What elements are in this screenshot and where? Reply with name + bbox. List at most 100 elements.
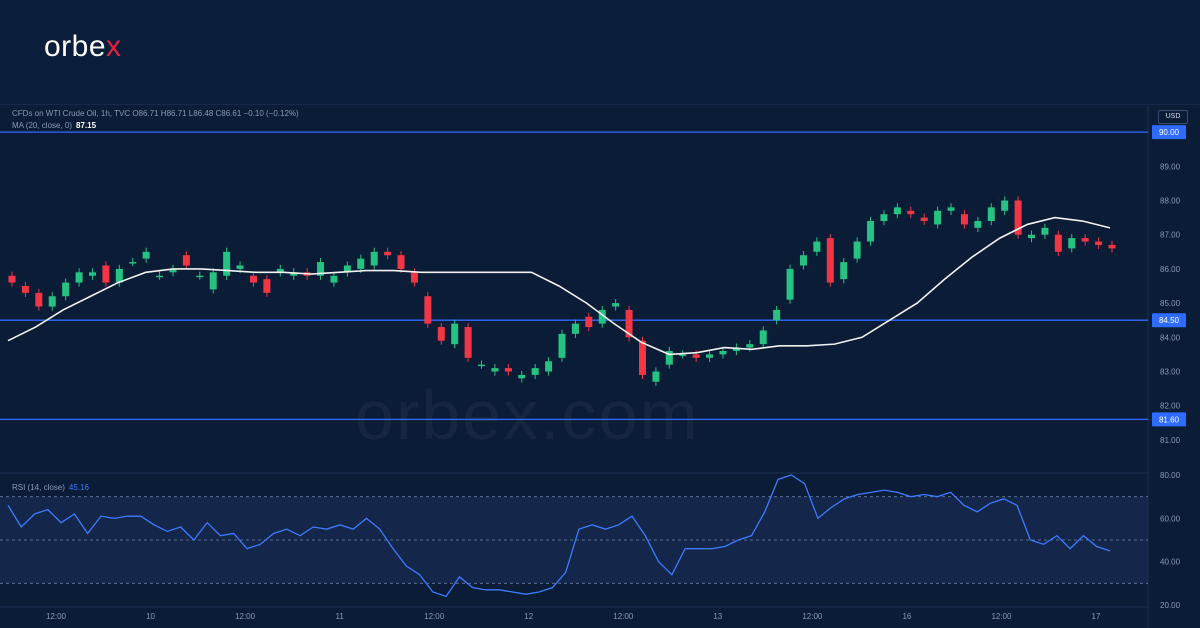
candle-body xyxy=(1095,241,1103,245)
candle-body xyxy=(1028,234,1036,239)
price-tick-label: 83.00 xyxy=(1160,368,1181,377)
watermark: orbex.com xyxy=(355,375,700,455)
candle-body xyxy=(129,262,137,264)
candle-body xyxy=(357,258,365,269)
time-tick-label: 16 xyxy=(902,612,911,621)
candle-body xyxy=(652,371,660,382)
rsi-tick-label: 80.00 xyxy=(1160,471,1181,480)
candle-body xyxy=(478,364,486,367)
candle-body xyxy=(719,350,727,355)
candle-body xyxy=(867,221,875,242)
candle-body xyxy=(424,296,432,324)
time-tick-label: 12:00 xyxy=(802,612,823,621)
price-chart[interactable]: 81.00 82.00 83.00 84.00 85.00 86.00 87.00 88.00… xyxy=(0,105,1200,628)
time-tick-label: 12:00 xyxy=(235,612,256,621)
candle-body xyxy=(1108,244,1116,249)
price-tick-label: 88.00 xyxy=(1160,197,1181,206)
level-tag xyxy=(1152,313,1186,328)
candle-body xyxy=(115,268,123,283)
candle-body xyxy=(598,309,606,324)
candle-body xyxy=(102,265,110,283)
candle-body xyxy=(209,272,217,290)
candle-body xyxy=(75,272,83,283)
candle-body xyxy=(1081,238,1089,242)
candle-body xyxy=(907,210,915,215)
candle-body xyxy=(35,292,43,307)
candle-body xyxy=(21,286,29,293)
time-tick-label: 12:00 xyxy=(613,612,634,621)
candle-body xyxy=(558,333,566,358)
ma-legend: MA (20, close, 0) 87.15 xyxy=(12,121,97,130)
candle-body xyxy=(276,268,284,273)
candle-body xyxy=(692,354,700,358)
candle-body xyxy=(960,214,968,225)
level-tag-label: 81.60 xyxy=(1159,415,1180,424)
candle-body xyxy=(545,361,553,372)
candle-body xyxy=(625,309,633,338)
candle-body xyxy=(169,268,177,273)
price-tick-label: 82.00 xyxy=(1160,402,1181,411)
currency-badge[interactable]: USD xyxy=(1158,110,1188,124)
candle-body xyxy=(813,241,821,252)
candle-body xyxy=(585,316,593,328)
candle-body xyxy=(934,210,942,225)
candle-body xyxy=(665,350,673,365)
candle-body xyxy=(786,268,794,300)
candle-body xyxy=(920,217,928,222)
candle-body xyxy=(236,265,244,269)
candle-body xyxy=(1014,200,1022,235)
candle-body xyxy=(1054,234,1062,252)
time-tick-label: 10 xyxy=(146,612,155,621)
time-tick-label: 12:00 xyxy=(991,612,1012,621)
rsi-tick-label: 60.00 xyxy=(1160,514,1181,523)
level-tag xyxy=(1152,125,1186,140)
time-tick-label: 17 xyxy=(1092,612,1101,621)
candle-body xyxy=(370,251,378,266)
candle-body xyxy=(263,279,271,293)
time-tick-label: 12:00 xyxy=(424,612,445,621)
rsi-legend: RSI (14, close) 45.16 xyxy=(12,483,89,492)
rsi-band-fill xyxy=(0,496,1148,584)
candle-body xyxy=(612,303,620,307)
level-tag xyxy=(1152,412,1186,427)
candle-body xyxy=(8,275,16,283)
candle-body xyxy=(826,238,834,283)
candle-body xyxy=(732,347,740,351)
candle-body xyxy=(531,368,539,375)
ma-line xyxy=(7,216,1111,356)
candle-body xyxy=(880,214,888,222)
candle-body xyxy=(290,272,298,276)
candle-body xyxy=(330,275,338,283)
candle-body xyxy=(1001,200,1009,211)
candle-body xyxy=(773,309,781,321)
price-tick-label: 85.00 xyxy=(1160,299,1181,308)
level-tag-label: 84.50 xyxy=(1159,316,1180,325)
chart-panel[interactable]: orbex.com 81.00 82.00 83.00 84.00 85.00 86.00… xyxy=(0,104,1200,628)
candle-body xyxy=(504,368,512,372)
candle-body xyxy=(182,255,190,266)
candle-body xyxy=(987,207,995,222)
candle-body xyxy=(317,262,325,276)
candle-body xyxy=(196,275,204,278)
candle-body xyxy=(249,275,257,283)
candle-body xyxy=(947,207,955,211)
candle-body xyxy=(88,272,96,276)
candle-body xyxy=(853,241,861,259)
rsi-tick-label: 20.00 xyxy=(1160,601,1181,610)
candle-body xyxy=(384,251,392,256)
price-tick-label: 87.00 xyxy=(1160,231,1181,240)
price-tick-label: 86.00 xyxy=(1160,265,1181,274)
time-tick-label: 12:00 xyxy=(46,612,67,621)
candle-body xyxy=(451,323,459,345)
candle-body xyxy=(759,330,767,345)
candle-body xyxy=(679,354,687,356)
candle-body xyxy=(223,251,231,276)
candle-body xyxy=(746,344,754,348)
candle-body xyxy=(142,251,150,259)
price-tick-label: 81.00 xyxy=(1160,436,1181,445)
candle-body xyxy=(638,340,646,375)
candle-body xyxy=(397,255,405,269)
candle-body xyxy=(571,323,579,334)
time-tick-label: 13 xyxy=(713,612,722,621)
candle-body xyxy=(799,255,807,266)
